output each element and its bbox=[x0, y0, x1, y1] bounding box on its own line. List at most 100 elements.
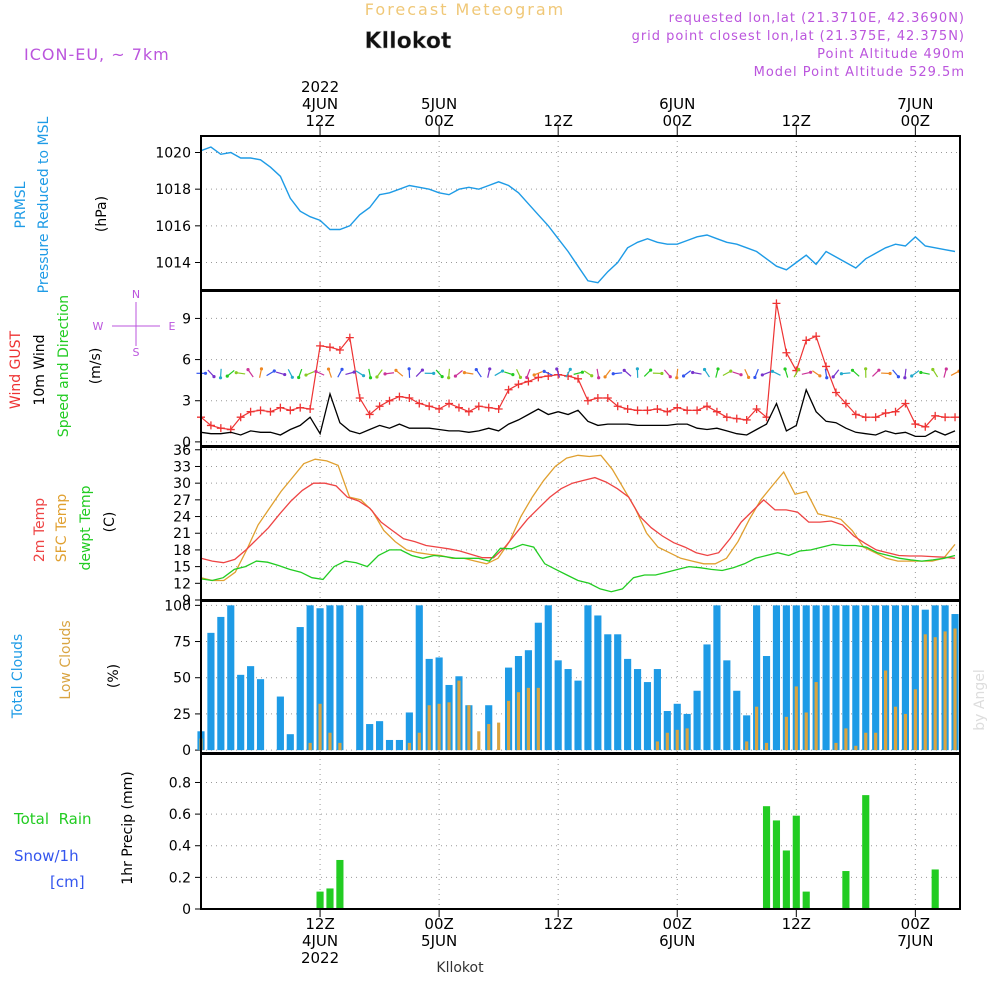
total-cloud-bar bbox=[822, 605, 829, 750]
sfc-temp-line bbox=[201, 455, 955, 580]
wind-speed-line bbox=[201, 390, 955, 437]
low-cloud-bar bbox=[894, 707, 897, 750]
top-time-label: 6JUN bbox=[659, 95, 695, 113]
wind-arrow-head bbox=[739, 373, 742, 376]
total-cloud-bar bbox=[594, 615, 601, 750]
wind-arrow-head bbox=[408, 367, 411, 370]
compass-rose: N S W E bbox=[93, 288, 176, 359]
gust-marker bbox=[782, 349, 790, 357]
total-cloud-bar bbox=[872, 605, 879, 750]
wind-arrow-head bbox=[682, 374, 685, 377]
wind-arrow-head bbox=[675, 376, 678, 379]
wind-arrow-head bbox=[660, 372, 663, 375]
total-cloud-bar bbox=[654, 669, 661, 750]
gust-marker bbox=[772, 299, 780, 307]
rain-bar bbox=[316, 892, 323, 909]
wind-arrow-head bbox=[421, 368, 424, 371]
total-clouds-label: Total Clouds bbox=[10, 634, 26, 719]
gust-marker bbox=[653, 405, 661, 413]
rain-bar bbox=[326, 888, 333, 909]
gust-marker bbox=[862, 413, 870, 421]
low-cloud-bar bbox=[944, 631, 947, 750]
wind-arrow-head bbox=[394, 369, 397, 372]
wind-arrow-head bbox=[818, 374, 821, 377]
gust-marker bbox=[693, 406, 701, 414]
total-cloud-bar bbox=[763, 656, 770, 750]
wind-arrow-head bbox=[783, 367, 786, 370]
gust-marker bbox=[386, 397, 394, 405]
bottom-time-label: 7JUN bbox=[897, 932, 933, 950]
bottom-time-label: 5JUN bbox=[421, 932, 457, 950]
wind-arrow-head bbox=[897, 375, 900, 378]
bottom-time-label: 12Z bbox=[305, 915, 334, 933]
wind-arrow-head bbox=[447, 376, 450, 379]
gust-marker bbox=[951, 413, 959, 421]
wind-arrow-head bbox=[297, 376, 300, 379]
wind-arrow-head bbox=[590, 374, 593, 377]
gust-marker bbox=[425, 402, 433, 410]
rain-bar bbox=[862, 795, 869, 909]
low-cloud-bar bbox=[527, 688, 530, 750]
low-cloud-bar bbox=[338, 743, 341, 750]
wind-arrow-head bbox=[840, 372, 843, 375]
total-cloud-bar bbox=[356, 605, 363, 750]
clouds-ytick-label: 100 bbox=[164, 598, 191, 614]
wind-arrow-head bbox=[797, 368, 800, 371]
compass-west: W bbox=[93, 320, 104, 333]
top-time-label: 12Z bbox=[543, 112, 572, 130]
gust-marker bbox=[872, 413, 880, 421]
wind-arrow-head bbox=[703, 368, 706, 371]
gust-marker bbox=[574, 375, 582, 383]
suptitle: Forecast Meteogram bbox=[365, 0, 565, 19]
pressure-label-1: PRMSL bbox=[13, 181, 29, 228]
low-cloud-bar bbox=[815, 682, 818, 750]
low-cloud-bar bbox=[438, 704, 441, 750]
low-cloud-bar bbox=[418, 733, 421, 750]
low-cloud-bar bbox=[785, 717, 788, 750]
rain-bar bbox=[793, 816, 800, 909]
bottom-time-label: 00Z bbox=[663, 915, 692, 933]
low-cloud-bar bbox=[934, 637, 937, 750]
wind-ytick-label: 9 bbox=[182, 311, 191, 327]
precip-ytick-label: 0.6 bbox=[169, 807, 191, 823]
gust-marker bbox=[465, 408, 473, 416]
total-cloud-bar bbox=[217, 617, 224, 750]
snow-label: Snow/1h bbox=[14, 847, 79, 865]
total-cloud-bar bbox=[555, 660, 562, 750]
gust-marker bbox=[822, 362, 830, 370]
grid-point-coords: grid point closest lon,lat (21.375E, 42.… bbox=[632, 29, 965, 44]
low-cloud-bar bbox=[834, 743, 837, 750]
gust-marker bbox=[286, 406, 294, 414]
wind-arrow-head bbox=[204, 372, 207, 375]
wind-arrow-head bbox=[747, 376, 750, 379]
precip-ytick-label: 0 bbox=[182, 902, 191, 918]
wind-arrow-head bbox=[260, 367, 263, 370]
credit: by Angel bbox=[972, 669, 988, 730]
compass-north: N bbox=[132, 288, 140, 301]
wind-arrow-head bbox=[691, 371, 694, 374]
wind-arrow-head bbox=[375, 375, 378, 378]
bottom-time-label: 00Z bbox=[901, 915, 930, 933]
total-cloud-bar bbox=[386, 740, 393, 750]
wind-arrow-head bbox=[353, 371, 356, 374]
temperature-ytick-label: 33 bbox=[173, 459, 191, 475]
wind-arrow-head bbox=[340, 368, 343, 371]
wind-arrow-head bbox=[533, 373, 536, 376]
wind-arrow-head bbox=[362, 374, 365, 377]
gust-marker bbox=[395, 393, 403, 401]
gust-marker bbox=[306, 405, 314, 413]
low-cloud-bar bbox=[854, 746, 857, 750]
temperature-ytick-label: 30 bbox=[173, 476, 191, 492]
top-time-label: 2022 bbox=[301, 78, 339, 96]
total-cloud-bar bbox=[842, 605, 849, 750]
location-title: Kllokot bbox=[365, 29, 452, 54]
bottom-time-label: 4JUN bbox=[302, 932, 338, 950]
pressure-ytick-label: 1016 bbox=[155, 219, 191, 235]
precip-ytick-label: 0.4 bbox=[169, 839, 191, 855]
low-cloud-bar bbox=[864, 733, 867, 750]
wind-arrow-head bbox=[825, 376, 828, 379]
temp-unit: (C) bbox=[102, 512, 118, 533]
gust-marker bbox=[634, 406, 642, 414]
